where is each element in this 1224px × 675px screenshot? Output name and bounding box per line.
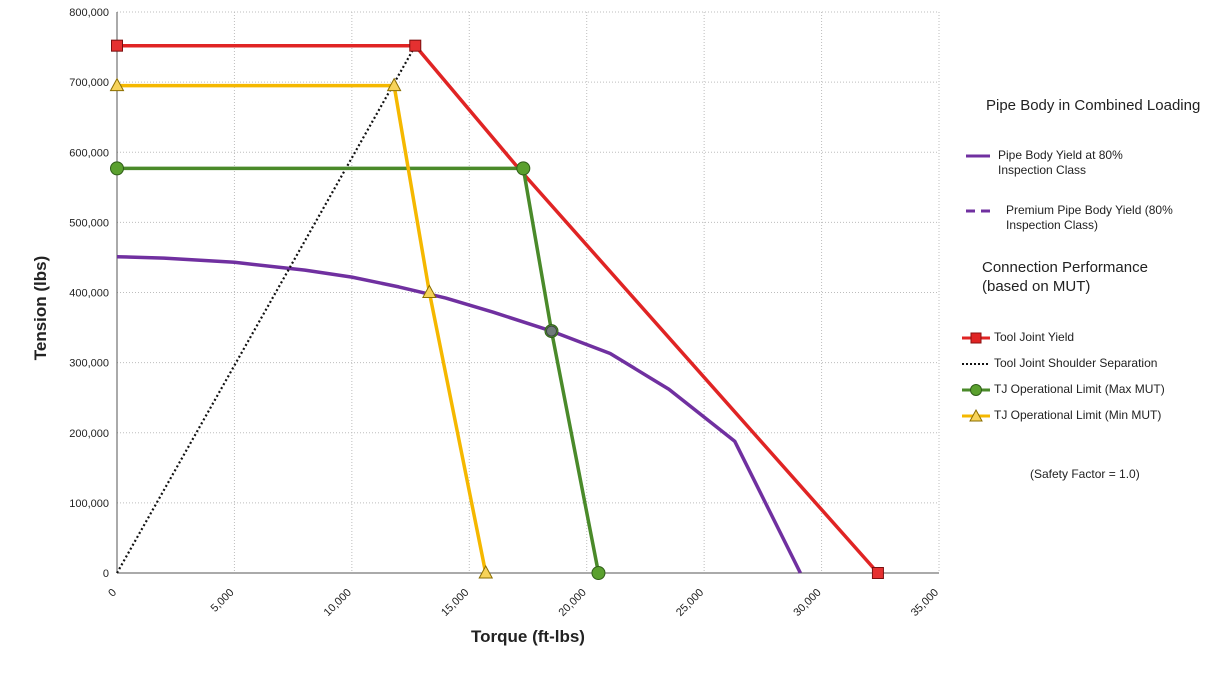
legend-swatch-solid-purple — [966, 154, 990, 158]
series-line-2 — [116, 45, 417, 574]
legend-label: TJ Operational Limit (Max MUT) — [994, 382, 1165, 396]
series-line-3 — [117, 166, 601, 574]
y-tick-label: 200,000 — [69, 428, 109, 440]
y-tick-label: 600,000 — [69, 147, 109, 159]
x-axis-title: Torque (ft-lbs) — [471, 627, 585, 646]
legend-swatch-dashed-purple — [966, 209, 990, 213]
legend-item-pipe-body-yield: Pipe Body Yield at 80% Inspection Class — [960, 148, 1224, 184]
legend-swatch-green-circle — [962, 384, 990, 396]
legend-item-tj-operational-limit-max: TJ Operational Limit (Max MUT) — [960, 382, 1224, 418]
marker-circle — [516, 161, 531, 176]
axes — [116, 12, 939, 574]
legend-swatch-yellow-triangle — [962, 408, 990, 422]
x-tick-label: 10,000 — [322, 587, 354, 619]
marker-layer — [109, 39, 884, 580]
series-line-0 — [116, 254, 802, 574]
x-tick-label: 20,000 — [557, 587, 589, 619]
y-tick-label: 100,000 — [69, 498, 109, 510]
series-layer — [116, 43, 880, 575]
chart: 0 100,000 200,000 300,000 400,000 500,000 600,… — [31, 7, 941, 646]
marker-triangle — [386, 77, 402, 92]
legend-heading-connection: Connection Performance (based on MUT) — [982, 259, 1148, 295]
x-tick-label: 35,000 — [909, 587, 941, 619]
marker-intersection — [545, 325, 557, 337]
marker-square — [871, 567, 884, 579]
y-axis-title: Tension (lbs) — [31, 256, 50, 361]
y-tick-label: 500,000 — [69, 217, 109, 229]
x-tick-label: 5,000 — [209, 587, 237, 615]
marker-triangle — [109, 77, 125, 92]
legend-item-tool-joint-shoulder-separation: Tool Joint Shoulder Separation — [960, 356, 1224, 392]
marker-square — [111, 39, 123, 52]
safety-factor-note: (Safety Factor = 1.0) — [1030, 467, 1140, 481]
legend-label: Tool Joint Yield — [994, 330, 1075, 344]
grid — [117, 11, 940, 573]
marker-circle — [591, 566, 606, 580]
x-tick-label: 0 — [106, 587, 119, 600]
legend-heading-pipe-body: Pipe Body in Combined Loading — [986, 97, 1201, 114]
legend-swatch-dotted-black — [962, 363, 990, 365]
legend-swatch-red-square — [962, 332, 990, 344]
tick-labels: 0 100,000 200,000 300,000 400,000 500,000 600,… — [69, 7, 941, 619]
x-tick-label: 15,000 — [439, 587, 471, 619]
x-tick-label: 25,000 — [674, 587, 706, 619]
y-tick-label: 800,000 — [69, 7, 109, 19]
y-tick-label: 0 — [103, 568, 109, 580]
marker-square — [409, 39, 422, 52]
y-tick-label: 400,000 — [69, 288, 109, 300]
marker-triangle — [422, 284, 437, 298]
legend-item-tj-operational-limit-min: TJ Operational Limit (Min MUT) — [960, 408, 1224, 444]
series-line-4 — [117, 83, 488, 574]
series-line-1 — [117, 43, 880, 575]
legend-item-premium-pipe-body-yield: Premium Pipe Body Yield (80% Inspection C… — [960, 203, 1224, 239]
x-tick-label: 30,000 — [791, 587, 823, 619]
legend-label: Pipe Body Yield at 80% Inspection Class — [998, 148, 1123, 177]
legend-label: TJ Operational Limit (Min MUT) — [994, 408, 1162, 422]
marker-circle — [110, 161, 124, 176]
y-tick-label: 300,000 — [69, 358, 109, 370]
legend-label: Premium Pipe Body Yield (80% Inspection C… — [1006, 203, 1173, 232]
marker-triangle — [478, 564, 494, 579]
y-tick-label: 700,000 — [69, 77, 109, 89]
legend-label: Tool Joint Shoulder Separation — [994, 356, 1158, 370]
legend-item-tool-joint-yield: Tool Joint Yield — [960, 330, 1224, 366]
